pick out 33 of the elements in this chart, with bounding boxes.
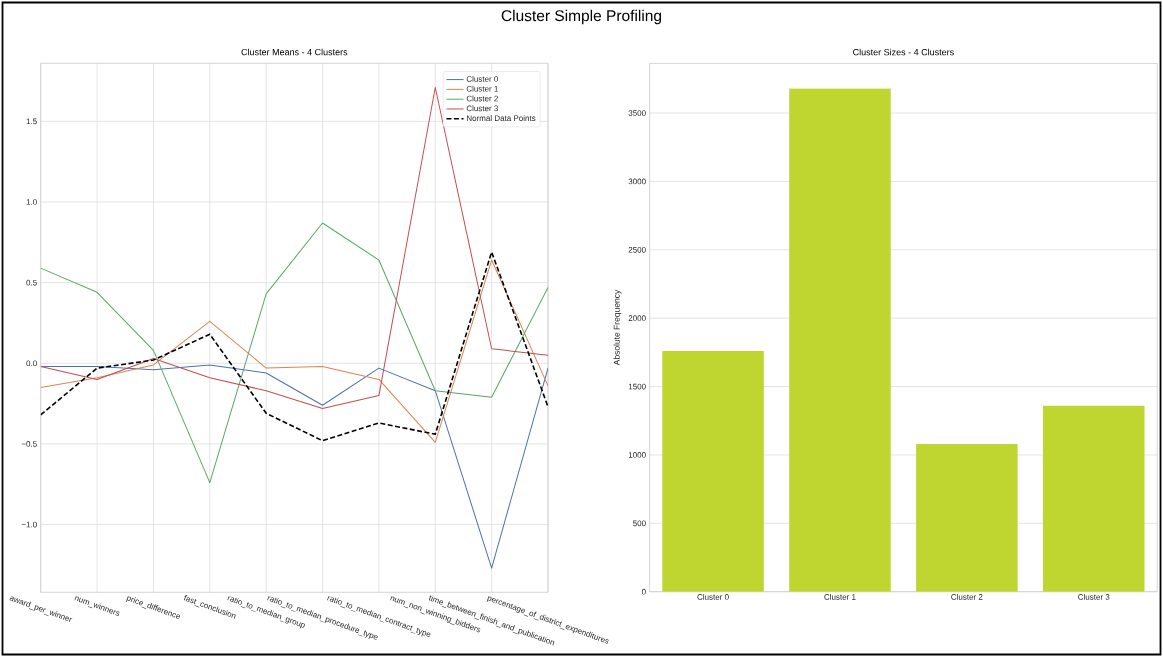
y-tick-label: 1.0 xyxy=(26,199,37,205)
y-tick-label: −1.0 xyxy=(21,521,37,528)
line-series xyxy=(40,86,548,409)
y-tick-label: −0.5 xyxy=(21,441,37,447)
chart-title: Cluster Sizes - 4 Clusters xyxy=(853,48,954,56)
bar xyxy=(662,351,764,592)
bar xyxy=(1043,405,1145,592)
x-tick-label: Cluster 3 xyxy=(1078,593,1110,600)
text: Cluster Simple Profiling xyxy=(501,9,662,25)
y-tick-label: 1.5 xyxy=(26,118,37,125)
x-tick-label: Cluster 2 xyxy=(951,593,983,600)
legend-label: Cluster 1 xyxy=(466,85,498,92)
y-tick-label: 1500 xyxy=(628,383,646,390)
y-tick-label: 0.0 xyxy=(26,360,37,367)
legend-label: Cluster 0 xyxy=(466,75,499,82)
chart-title: Cluster Means - 4 Clusters xyxy=(241,48,348,56)
bar xyxy=(789,88,891,592)
line-series xyxy=(40,222,548,484)
bar xyxy=(916,444,1018,592)
y-tick-label: 0 xyxy=(641,588,646,595)
y-tick-label: 0.5 xyxy=(26,279,37,286)
y-tick-label: 2500 xyxy=(628,246,646,253)
y-axis-title: Absolute Frequency xyxy=(613,289,622,366)
y-tick-label: 3000 xyxy=(628,178,646,185)
x-tick-label: Cluster 1 xyxy=(824,593,856,600)
legend-label: Normal Data Points xyxy=(466,115,536,121)
y-tick-label: 500 xyxy=(633,520,646,527)
y-tick-label: 1000 xyxy=(628,452,646,458)
legend-label: Cluster 2 xyxy=(466,95,498,102)
y-tick-label: 2000 xyxy=(628,315,646,322)
x-tick-label: Cluster 0 xyxy=(697,593,729,600)
y-tick-label: 3500 xyxy=(628,110,646,116)
legend-label: Cluster 3 xyxy=(466,105,498,112)
